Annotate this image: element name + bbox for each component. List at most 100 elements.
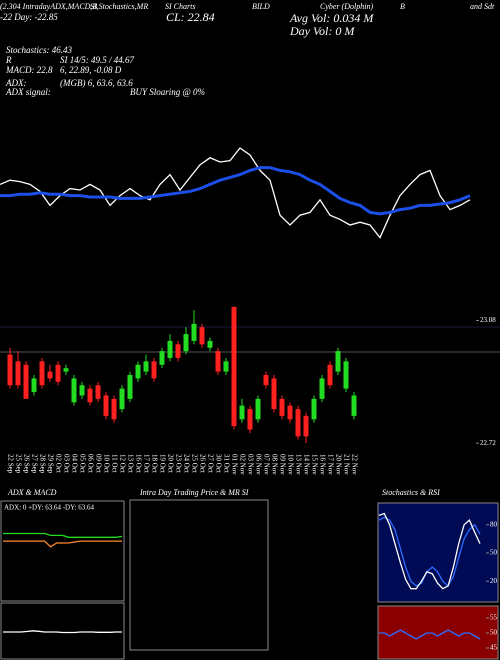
y-tick-label: 55 xyxy=(490,614,498,622)
series-line xyxy=(3,532,123,538)
x-tick-label: 27 Sep xyxy=(30,454,38,474)
candle-body xyxy=(183,334,189,352)
candle-body xyxy=(39,361,45,386)
x-tick-label: 06 Oct xyxy=(86,454,94,473)
panel xyxy=(377,502,499,603)
series-line xyxy=(3,540,122,548)
x-tick-label: 11 Oct xyxy=(110,454,118,473)
x-tick-label: 15 Nov xyxy=(310,454,318,475)
indicator-text: (MGB) 6, 63.6, 63.6 xyxy=(60,78,133,88)
candle-body xyxy=(71,378,77,403)
header-text: Cyber (Dolphin) xyxy=(320,2,373,11)
header-text: (2.304 IntradayADX,MACD,B xyxy=(0,2,97,11)
candle-body xyxy=(23,364,29,399)
y-tick-label: 50 xyxy=(490,629,498,637)
candle-body xyxy=(47,371,53,379)
y-tick-label: 20 xyxy=(490,577,498,585)
candle-body xyxy=(31,378,37,393)
day-volume: Day Vol: 0 M xyxy=(289,24,355,38)
x-tick-label: 22 Nov xyxy=(350,454,358,475)
x-tick-label: 04 Oct xyxy=(70,454,78,473)
x-tick-label: 25 Sep xyxy=(14,454,22,474)
candle-body xyxy=(63,368,69,372)
candle-body xyxy=(303,415,309,437)
candle-body xyxy=(15,361,21,386)
indicator-text: R xyxy=(5,55,12,65)
candle-body xyxy=(295,409,301,437)
candle-body xyxy=(159,351,165,365)
x-tick-label: 20 Nov xyxy=(334,454,342,475)
series-line xyxy=(379,629,481,640)
x-tick-label: 16 Nov xyxy=(318,454,326,475)
x-tick-label: 10 Nov xyxy=(286,454,294,475)
panel-title: ADX & MACD xyxy=(7,488,57,497)
x-tick-label: 26 Oct xyxy=(198,454,206,473)
series-line xyxy=(0,166,471,216)
series-line xyxy=(378,516,481,587)
x-tick-label: 25 Oct xyxy=(190,454,198,473)
header-text: SI Charts xyxy=(165,2,195,11)
candle-body xyxy=(119,388,125,410)
candle-body xyxy=(207,340,213,348)
candle-body xyxy=(271,378,277,410)
x-tick-label: 16 Oct xyxy=(134,454,142,473)
x-tick-label: 20 Oct xyxy=(166,454,174,473)
x-tick-label: 29 Sep xyxy=(46,454,54,474)
candle-body xyxy=(287,405,293,420)
x-tick-label: 09 Oct xyxy=(94,454,102,473)
x-tick-label: 26 Sep xyxy=(22,454,30,474)
panel xyxy=(0,500,125,602)
x-tick-label: 17 Oct xyxy=(142,454,150,473)
x-tick-label: 03 Nov xyxy=(246,454,254,475)
header-text: BILD xyxy=(252,2,270,11)
candle-body xyxy=(279,398,285,416)
x-tick-label: 28 Sep xyxy=(38,454,46,474)
indicator-text: ADX: xyxy=(5,78,27,88)
candle-body xyxy=(55,364,61,382)
x-tick-label: 13 Oct xyxy=(126,454,134,473)
candle-body xyxy=(143,361,149,372)
y-tick-label: 80 xyxy=(490,520,498,528)
candle-body xyxy=(239,405,245,420)
candle-body xyxy=(79,385,85,396)
header-text: B xyxy=(400,2,405,11)
x-tick-label: 01 Nov xyxy=(230,454,238,475)
x-tick-label: 02 Nov xyxy=(238,454,246,475)
candle-body xyxy=(167,340,173,358)
header-text: -22 Day: -22.85 xyxy=(0,12,58,22)
candle-body xyxy=(151,361,157,379)
candle-body xyxy=(111,398,117,420)
x-tick-label: 27 Oct xyxy=(206,454,214,473)
candle-body xyxy=(255,398,261,420)
header-text: and Sdt xyxy=(470,2,495,11)
y-tick-label: 23.08 xyxy=(480,316,496,324)
panel xyxy=(377,605,499,660)
candle-body xyxy=(351,395,357,416)
candle-body xyxy=(263,375,269,386)
candle-body xyxy=(103,395,109,416)
panel-title: Stochastics & RSI xyxy=(382,488,440,497)
candle-body xyxy=(231,306,237,427)
x-tick-label: 07 Nov xyxy=(262,454,270,475)
x-tick-label: 22 Sep xyxy=(6,454,14,474)
candle-body xyxy=(175,344,181,358)
candle-body xyxy=(327,364,333,386)
x-tick-label: 06 Nov xyxy=(254,454,262,475)
x-tick-label: 24 Oct xyxy=(182,454,190,473)
candle-body xyxy=(87,388,93,403)
y-tick-label: 45 xyxy=(490,644,498,652)
series-line xyxy=(378,512,481,590)
candle-body xyxy=(247,409,253,430)
candle-body xyxy=(127,375,133,399)
x-tick-label: 05 Oct xyxy=(78,454,86,473)
x-tick-label: 19 Oct xyxy=(158,454,166,473)
x-tick-label: 02 Oct xyxy=(54,454,62,473)
close-price: CL: 22.84 xyxy=(166,10,215,24)
x-tick-label: 31 Oct xyxy=(222,454,230,473)
candle-body xyxy=(335,351,341,372)
candle-body xyxy=(343,361,349,389)
indicator-text: 6, 22.89, -0.08 D xyxy=(60,65,122,75)
x-tick-label: 18 Oct xyxy=(150,454,158,473)
indicator-text: BUY Sloaring @ 0% xyxy=(130,87,205,97)
